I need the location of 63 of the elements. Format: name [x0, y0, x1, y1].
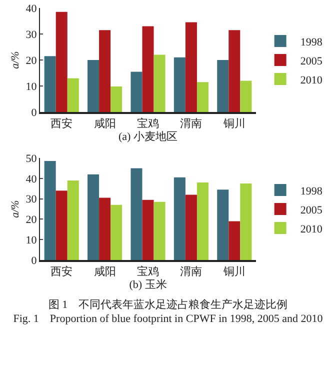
bar — [228, 221, 240, 260]
legend-label: 1998 — [300, 36, 323, 48]
legend-label: 1998 — [300, 185, 323, 198]
y-tick-label: 0 — [31, 254, 38, 267]
bar — [67, 78, 79, 112]
bar — [110, 204, 122, 260]
bar — [217, 60, 229, 112]
x-tick-label: 西安 — [50, 264, 73, 278]
bar — [196, 82, 208, 112]
y-tick-label: 30 — [26, 28, 38, 41]
legend-label: 2005 — [300, 55, 323, 68]
y-tick-label: 40 — [26, 173, 38, 186]
bar — [240, 184, 252, 260]
bar — [174, 177, 186, 260]
y-tick-label: 0 — [31, 106, 38, 119]
legend-label: 2010 — [300, 223, 323, 236]
legend-label: 2010 — [300, 74, 323, 86]
x-tick-label: 宝鸡 — [137, 116, 159, 130]
y-axis-title: a/% — [9, 200, 22, 218]
bar — [88, 60, 100, 112]
bar — [99, 30, 111, 112]
y-tick-label: 10 — [26, 234, 38, 246]
bar — [142, 26, 154, 112]
y-tick-label: 20 — [26, 54, 38, 67]
bar — [228, 30, 240, 112]
bar — [154, 54, 166, 112]
y-axis-title: a/% — [9, 51, 22, 69]
y-tick-label: 30 — [26, 194, 38, 206]
x-tick-label: 宝鸡 — [137, 264, 159, 278]
x-tick-label: 铜川 — [222, 264, 246, 278]
legend-label: 2005 — [300, 204, 323, 216]
bar — [240, 80, 252, 112]
y-tick-label: 20 — [26, 214, 38, 226]
x-tick-label: 咸阳 — [94, 116, 116, 130]
bar — [196, 182, 208, 260]
x-axis-title: (a) 小麦地区 — [118, 130, 178, 143]
x-tick-label: 西安 — [50, 116, 73, 130]
y-tick-label: 40 — [26, 2, 38, 15]
bar — [154, 202, 166, 260]
caption: 图 1 不同代表年蓝水足迹占粮食生产水足迹比例 — [47, 298, 289, 312]
bar — [44, 161, 56, 260]
bar — [56, 190, 68, 260]
bar — [99, 198, 111, 260]
bar — [217, 190, 229, 260]
x-tick-label: 渭南 — [180, 116, 202, 130]
bar — [130, 168, 142, 260]
bar — [56, 12, 68, 112]
bar — [88, 174, 100, 260]
bar — [110, 86, 122, 112]
y-tick-label: 50 — [26, 152, 38, 165]
bar — [67, 180, 79, 260]
bar — [130, 72, 142, 112]
bar — [44, 56, 56, 112]
x-tick-label: 渭南 — [180, 264, 202, 278]
bar — [174, 57, 186, 112]
x-axis-title: (b) 玉米 — [129, 278, 167, 291]
bar — [142, 200, 154, 260]
x-tick-label: 铜川 — [222, 116, 246, 130]
y-tick-label: 10 — [26, 80, 38, 93]
bar — [185, 22, 197, 112]
caption: Fig. 1 Proportion of blue footprint in CPWF in 1998, 2005 and 2010 — [12, 312, 324, 326]
x-tick-label: 咸阳 — [94, 264, 116, 278]
bar — [185, 194, 197, 260]
